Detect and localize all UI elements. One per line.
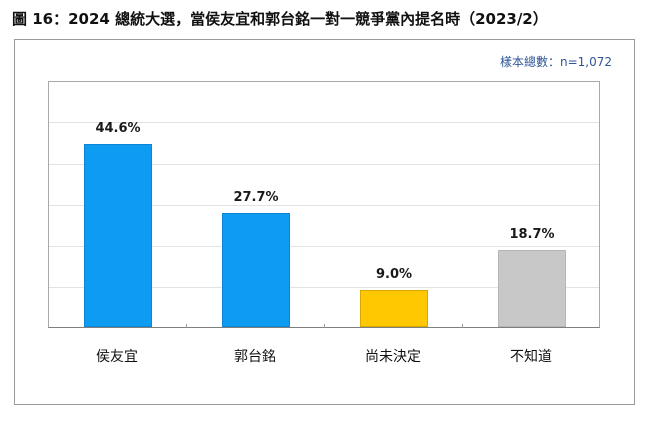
bar-1 bbox=[222, 213, 290, 327]
gridline bbox=[49, 287, 599, 288]
category-label-1: 郭台銘 bbox=[234, 349, 276, 365]
axis-tick bbox=[324, 324, 325, 328]
value-label-2: 9.0% bbox=[375, 267, 413, 282]
plot-area: 44.6% 27.7% 9.0% 18.7% bbox=[48, 81, 600, 328]
chart-title: 圖 16：2024 總統大選，當侯友宜和郭台銘一對一競爭黨內提名時（2023/2… bbox=[12, 10, 548, 28]
gridline bbox=[49, 246, 599, 247]
gridline bbox=[49, 122, 599, 123]
gridline bbox=[49, 205, 599, 206]
gridline bbox=[49, 164, 599, 165]
axis-tick bbox=[462, 324, 463, 328]
sample-size-label: 樣本總數：n=1,072 bbox=[499, 55, 612, 69]
category-label-3: 不知道 bbox=[510, 349, 552, 365]
bar-0 bbox=[84, 144, 152, 327]
bar-2 bbox=[360, 290, 428, 327]
value-label-1: 27.7% bbox=[233, 190, 279, 205]
category-label-2: 尚未決定 bbox=[365, 349, 421, 365]
category-label-0: 侯友宜 bbox=[96, 349, 138, 365]
value-label-3: 18.7% bbox=[509, 227, 555, 242]
value-label-0: 44.6% bbox=[95, 121, 141, 136]
axis-tick bbox=[186, 324, 187, 328]
bar-3 bbox=[498, 250, 566, 327]
